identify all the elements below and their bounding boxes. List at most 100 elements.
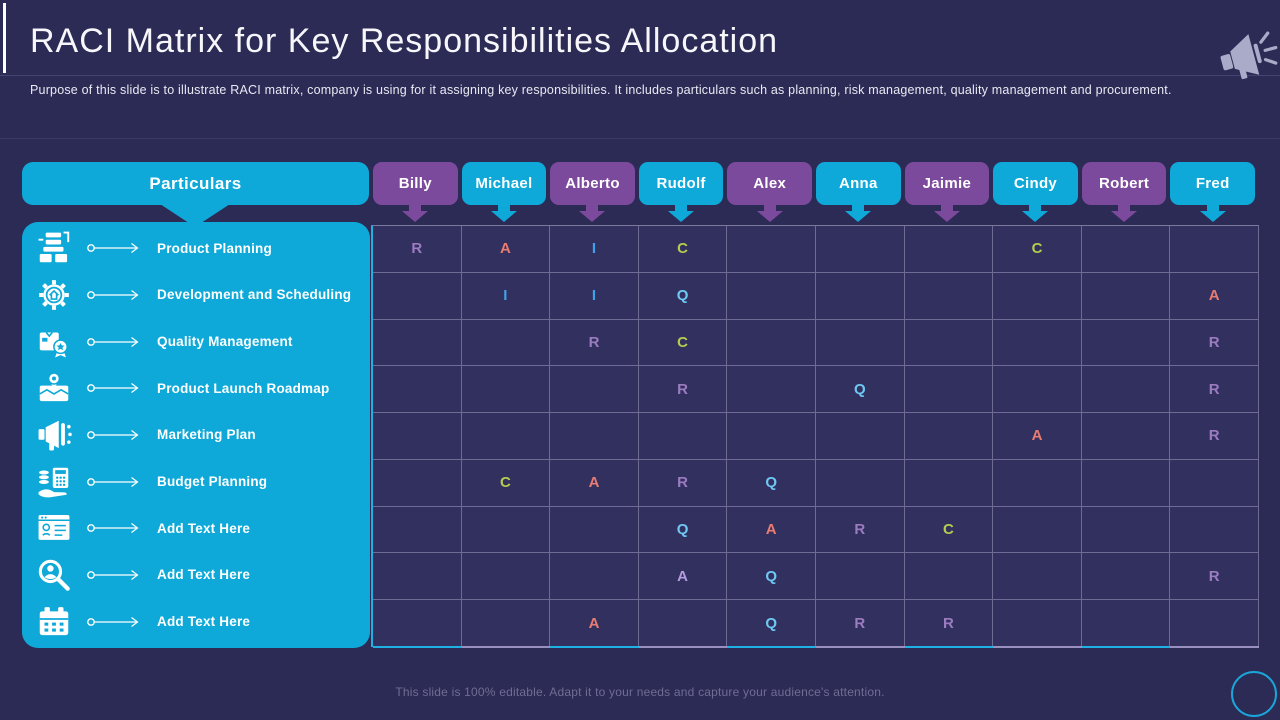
matrix-cell <box>1081 272 1171 320</box>
matrix-cell <box>993 600 1082 647</box>
arrow-down-icon <box>845 205 872 222</box>
person-header-column: Jaimie <box>903 162 992 224</box>
matrix-cell <box>461 319 551 367</box>
map-pin-icon <box>35 369 73 407</box>
matrix-cell <box>373 553 462 601</box>
matrix-cell <box>993 272 1082 320</box>
arrow-down-icon <box>579 205 606 222</box>
column-bottom-strip <box>550 646 639 648</box>
matrix-cell <box>815 413 905 460</box>
connector-arrow-icon <box>86 569 144 581</box>
person-header: Billy <box>373 162 458 205</box>
connector-arrow-icon <box>86 336 144 348</box>
raci-letter: I <box>503 287 508 305</box>
raci-letter: Q <box>765 614 778 632</box>
matrix-cell <box>815 459 905 507</box>
particular-label: Add Text Here <box>157 567 251 583</box>
column-bottom-strip <box>727 646 816 648</box>
matrix-cell <box>550 413 639 460</box>
matrix-cell <box>461 553 551 601</box>
column-bottom-strip <box>1081 646 1171 648</box>
raci-letter: C <box>1031 240 1043 258</box>
particular-label: Add Text Here <box>157 614 251 630</box>
particular-row: Add Text Here <box>22 505 370 552</box>
raci-letter: A <box>1208 287 1220 305</box>
matrix-cell <box>1081 366 1171 414</box>
matrix-cell <box>1081 459 1171 507</box>
matrix-cell: A <box>727 506 816 554</box>
raci-letter: R <box>1208 427 1220 445</box>
raci-letter: R <box>1208 380 1220 398</box>
person-name: Alberto <box>565 175 620 192</box>
particulars-panel: Product Planning Development and Scheduli… <box>22 222 370 648</box>
matrix-cell <box>993 319 1082 367</box>
person-header: Alberto <box>550 162 635 205</box>
person-header: Robert <box>1081 162 1167 205</box>
production-stack-icon <box>35 229 73 267</box>
person-header: Jaimie <box>904 162 990 205</box>
footer-note: This slide is 100% editable. Adapt it to… <box>395 685 885 699</box>
matrix-cell: C <box>638 226 728 273</box>
matrix-cell <box>461 506 551 554</box>
person-header-column: Cindy <box>991 162 1080 224</box>
raci-letter: A <box>677 567 689 585</box>
matrix-cell <box>1081 553 1171 601</box>
raci-letter: A <box>588 474 600 492</box>
matrix-cell <box>993 459 1082 507</box>
matrix-cell <box>815 553 905 601</box>
arrow-down-icon <box>490 205 517 222</box>
person-header: Alex <box>727 162 812 205</box>
megaphone-icon <box>1216 24 1280 88</box>
connector-arrow-icon <box>86 242 144 254</box>
person-name: Billy <box>398 175 432 192</box>
matrix-cell <box>373 413 462 460</box>
matrix-cell <box>727 226 816 273</box>
column-bottom-strip <box>638 646 728 648</box>
matrix-cell: Q <box>727 553 816 601</box>
matrix-cell <box>904 413 994 460</box>
accent-bar <box>3 3 6 73</box>
raci-letter: Q <box>676 521 689 539</box>
person-name: Anna <box>838 175 878 192</box>
particular-label: Budget Planning <box>157 474 268 490</box>
matrix-cell: I <box>461 272 551 320</box>
raci-letter: R <box>854 521 866 539</box>
column-bottom-strip <box>1170 646 1259 648</box>
window-checklist-icon <box>35 509 73 547</box>
matrix-cell <box>373 600 462 647</box>
person-header-column: Alberto <box>548 162 637 224</box>
matrix-cell <box>373 506 462 554</box>
arrow-down-icon <box>1022 205 1049 222</box>
page-subtitle: Purpose of this slide is to illustrate R… <box>30 83 1172 97</box>
matrix-cell: R <box>1170 366 1259 414</box>
matrix-cell: C <box>904 506 994 554</box>
people-header-row: Billy Michael Alberto Rudolf Alex Anna Jaimie C… <box>371 162 1257 224</box>
matrix-cell <box>1081 413 1171 460</box>
arrow-down-icon <box>668 205 695 222</box>
matrix-cell: C <box>993 226 1082 273</box>
matrix-cell <box>993 366 1082 414</box>
particulars-pointer-icon <box>160 204 230 227</box>
particular-label: Marketing Plan <box>157 427 256 443</box>
matrix-cell <box>904 226 994 273</box>
matrix-cell <box>815 226 905 273</box>
particular-label: Development and Scheduling <box>157 287 352 303</box>
matrix-cell: R <box>1170 413 1259 460</box>
table-top-divider <box>0 138 1280 139</box>
raci-letter: Q <box>676 287 689 305</box>
person-name: Robert <box>1099 175 1150 192</box>
matrix-cell <box>904 319 994 367</box>
matrix-cell <box>904 553 994 601</box>
person-header-column: Rudolf <box>637 162 726 224</box>
connector-arrow-icon <box>86 382 144 394</box>
matrix-cell <box>461 366 551 414</box>
raci-letter: C <box>499 474 511 492</box>
raci-letter: Q <box>765 567 778 585</box>
person-name: Fred <box>1195 175 1230 192</box>
particular-row: Product Planning <box>22 225 370 272</box>
matrix-cell <box>373 366 462 414</box>
connector-arrow-icon <box>86 289 144 301</box>
person-header: Cindy <box>993 162 1078 205</box>
column-bottom-strip <box>461 646 551 648</box>
